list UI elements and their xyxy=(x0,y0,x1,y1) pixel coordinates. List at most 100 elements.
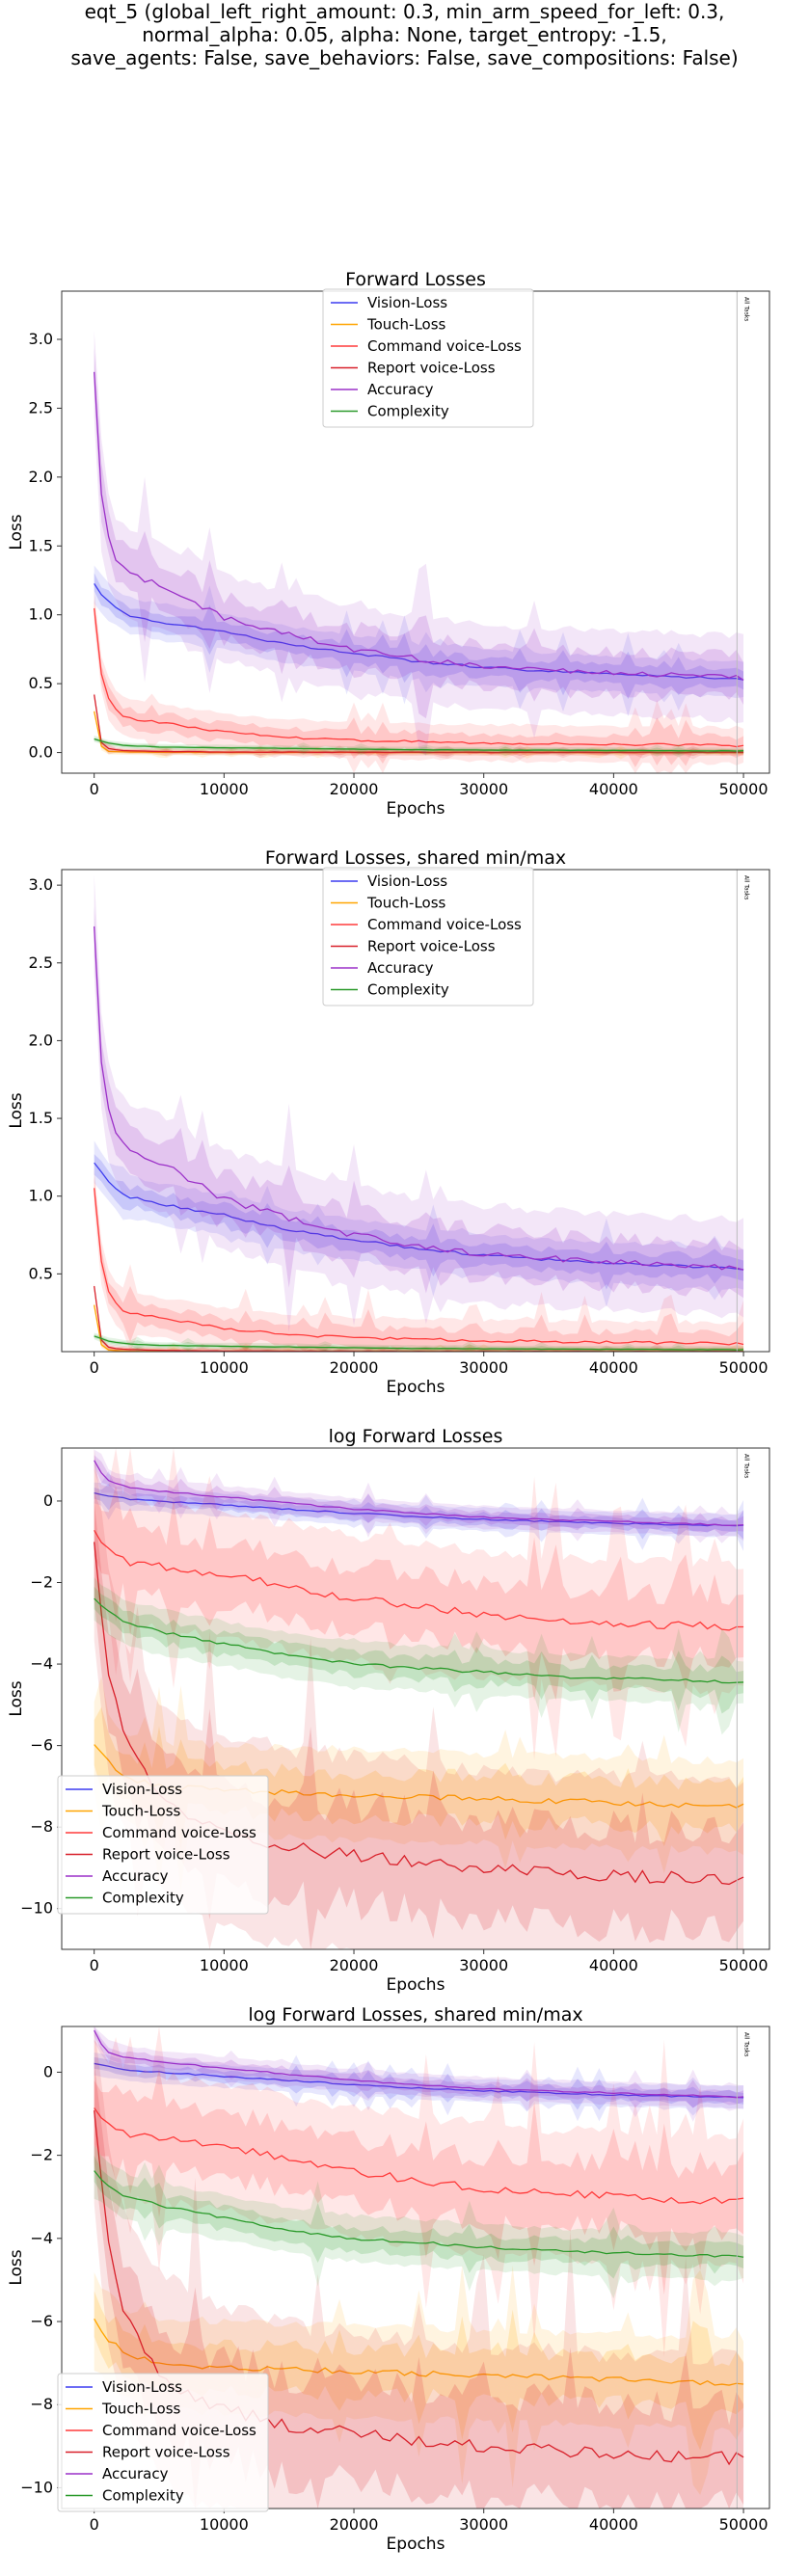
legend-entry: Report voice-Loss xyxy=(102,1846,230,1864)
series-line xyxy=(94,926,744,1271)
series-band-outer xyxy=(94,2026,744,2122)
y-tick-label: 0.5 xyxy=(29,1264,53,1282)
legend-entry: Vision-Loss xyxy=(102,2378,182,2396)
series-band-inner xyxy=(94,1484,744,1540)
series-line xyxy=(94,1335,744,1351)
legend-entry: Report voice-Loss xyxy=(367,360,496,377)
legend-entry: Complexity xyxy=(102,2487,184,2505)
x-tick-label: 10000 xyxy=(200,2515,249,2534)
legend: Vision-Loss Touch-Loss Command voice-Loss R… xyxy=(57,2373,269,2512)
y-tick-label: −4 xyxy=(30,2229,53,2247)
series-line xyxy=(94,694,744,754)
y-tick-label: 2.0 xyxy=(29,468,53,486)
series-line xyxy=(94,1597,744,1684)
y-tick-label: −10 xyxy=(20,2478,53,2496)
y-tick-label: −6 xyxy=(30,2312,53,2330)
series-band-inner xyxy=(94,1154,744,1290)
legend-entry: Command voice-Loss xyxy=(102,2422,256,2439)
series-band-inner xyxy=(94,1455,744,1537)
x-tick-label: 40000 xyxy=(589,1956,638,1974)
x-tick-label: 50000 xyxy=(719,780,769,798)
series-band-inner xyxy=(94,1586,744,1714)
series-line xyxy=(94,2107,744,2205)
suptitle-line-2: normal_alpha: 0.05, alpha: None, target_… xyxy=(142,23,667,46)
legend-entry: Touch-Loss xyxy=(101,2401,181,2418)
series-band-outer xyxy=(94,2144,744,2299)
x-tick-label: 50000 xyxy=(719,2515,769,2534)
plot-frame xyxy=(61,2026,770,2509)
series-band-outer xyxy=(94,2053,744,2122)
series-band-inner xyxy=(94,2155,744,2279)
y-tick-label: −2 xyxy=(30,2146,53,2164)
x-tick-label: 30000 xyxy=(459,1358,508,1377)
y-tick-label: −8 xyxy=(30,1817,53,1836)
x-tick-label: 0 xyxy=(90,1956,99,1974)
series-line xyxy=(94,2062,744,2099)
series-line xyxy=(94,1162,744,1271)
x-tick-label: 20000 xyxy=(330,780,379,798)
chart-4: log Forward Losses, shared min/max All Ta… xyxy=(7,2004,770,2554)
x-tick-label: 0 xyxy=(90,1358,99,1377)
legend-box xyxy=(57,2373,269,2512)
y-tick-label: 1.5 xyxy=(29,536,53,554)
x-tick-label: 50000 xyxy=(719,1956,769,1974)
x-axis-label: Epochs xyxy=(387,799,445,818)
y-tick-label: 0 xyxy=(43,1491,53,1510)
y-tick-label: −2 xyxy=(30,1573,53,1592)
x-tick-label: 50000 xyxy=(719,1358,769,1377)
legend-entry: Report voice-Loss xyxy=(367,938,496,955)
series-line xyxy=(94,738,744,752)
series-line xyxy=(94,2318,744,2386)
x-tick-label: 0 xyxy=(90,780,99,798)
y-tick-label: 0 xyxy=(43,2062,53,2080)
y-tick-label: 2.0 xyxy=(29,1031,53,1049)
y-axis-label: Loss xyxy=(7,1680,26,1716)
legend-entry: Vision-Loss xyxy=(102,1781,182,1798)
series-band-outer xyxy=(94,590,744,773)
x-tick-label: 40000 xyxy=(589,1358,638,1377)
series-band-inner xyxy=(94,600,744,767)
series-band-outer xyxy=(94,1676,744,1891)
series-band-outer xyxy=(94,565,744,716)
plot-area xyxy=(94,873,744,1352)
y-axis-label: Loss xyxy=(7,514,26,550)
y-axis-label: Loss xyxy=(7,2249,26,2285)
y-tick-label: 1.5 xyxy=(29,1109,53,1127)
x-tick-label: 10000 xyxy=(200,1956,249,1974)
chart-3: log Forward Losses All Tasks 0 10000 20000 30… xyxy=(7,1426,770,1995)
legend-entry: Command voice-Loss xyxy=(367,337,522,355)
x-tick-label: 30000 xyxy=(459,780,508,798)
series-line xyxy=(94,2170,744,2258)
y-tick-label: −10 xyxy=(20,1899,53,1918)
annotation-label: All Tasks xyxy=(742,875,749,899)
series-band-outer xyxy=(94,1471,744,1551)
x-tick-label: 40000 xyxy=(589,780,638,798)
x-tick-label: 40000 xyxy=(589,2515,638,2534)
y-tick-label: −4 xyxy=(30,1654,53,1673)
series-band-inner xyxy=(94,347,744,719)
chart-title: Forward Losses, shared min/max xyxy=(265,847,566,869)
y-tick-label: 3.0 xyxy=(29,330,53,348)
chart-title: log Forward Losses, shared min/max xyxy=(248,2004,582,2026)
annotation-label: All Tasks xyxy=(742,2032,749,2056)
y-tick-label: 3.0 xyxy=(29,875,53,894)
y-tick-label: −8 xyxy=(30,2395,53,2413)
legend: Vision-Loss Touch-Loss Command voice-Loss R… xyxy=(322,867,534,1006)
series-band-outer xyxy=(94,1577,744,1735)
plot-area xyxy=(94,330,744,773)
y-tick-label: 1.0 xyxy=(29,605,53,624)
series-line xyxy=(94,1491,744,1527)
y-tick-label: −6 xyxy=(30,1736,53,1755)
legend-box xyxy=(322,867,534,1006)
series-line xyxy=(94,371,744,681)
legend-entry: Complexity xyxy=(367,403,449,420)
x-tick-label: 20000 xyxy=(330,1358,379,1377)
series-band-outer xyxy=(94,2265,744,2495)
legend-entry: Complexity xyxy=(102,1890,184,1907)
legend-entry: Accuracy xyxy=(102,1867,169,1885)
y-tick-label: 1.0 xyxy=(29,1187,53,1205)
x-tick-label: 10000 xyxy=(200,1358,249,1377)
suptitle-line-1: eqt_5 (global_left_right_amount: 0.3, mi… xyxy=(84,0,725,23)
series-line xyxy=(94,607,744,748)
series-line xyxy=(94,1188,744,1346)
